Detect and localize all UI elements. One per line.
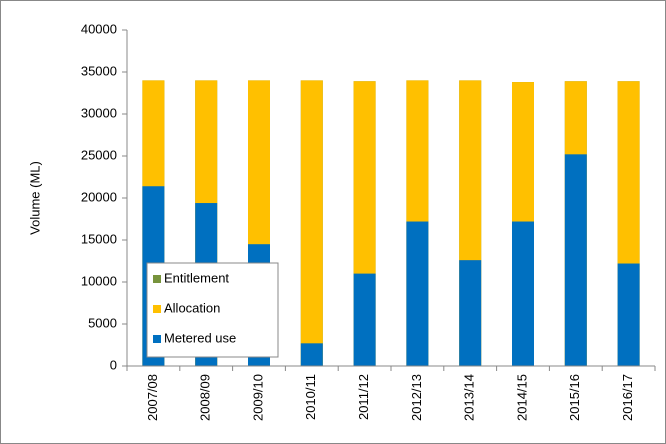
bar — [406, 221, 429, 366]
x-tick-label: 2013/14 — [462, 374, 477, 421]
legend-label: Entitlement — [164, 270, 229, 285]
bar — [300, 80, 323, 367]
legend-swatch — [153, 335, 161, 343]
y-tick-label: 30000 — [81, 105, 117, 120]
y-tick-label: 25000 — [81, 147, 117, 162]
y-tick-label: 0 — [110, 357, 117, 372]
legend-label: Metered use — [164, 330, 236, 345]
y-tick-label: 10000 — [81, 273, 117, 288]
bar — [353, 273, 376, 366]
legend-swatch — [153, 275, 161, 283]
bar — [564, 154, 587, 366]
x-tick-label: 2015/16 — [567, 374, 582, 421]
x-tick-label: 2009/10 — [250, 374, 265, 421]
y-tick-label: 5000 — [88, 315, 117, 330]
y-tick-label: 20000 — [81, 189, 117, 204]
y-axis-label: Volume (ML) — [27, 161, 42, 235]
x-tick-label: 2011/12 — [356, 374, 371, 420]
bar — [512, 221, 534, 366]
x-tick-label: 2014/15 — [514, 374, 529, 421]
bar — [459, 260, 482, 366]
x-tick-label: 2016/17 — [620, 374, 635, 421]
x-tick-label: 2007/08 — [145, 374, 160, 421]
x-tick-label: 2012/13 — [409, 374, 424, 421]
y-tick-label: 15000 — [81, 231, 117, 246]
bar — [300, 343, 323, 366]
legend-swatch — [153, 305, 161, 313]
y-tick-label: 40000 — [81, 21, 117, 36]
bar — [617, 263, 640, 366]
x-tick-label: 2008/09 — [198, 374, 213, 421]
y-tick-label: 35000 — [81, 63, 117, 78]
legend-box — [146, 262, 279, 358]
legend-label: Allocation — [164, 300, 220, 315]
x-tick-label: 2010/11 — [303, 374, 318, 420]
